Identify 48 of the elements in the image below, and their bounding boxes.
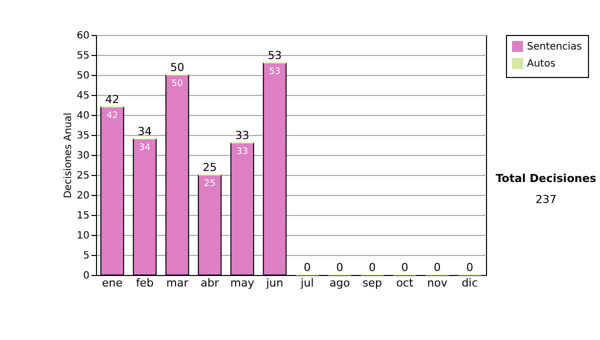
data-label: 34 [139, 143, 151, 153]
total-label: 0 [368, 261, 376, 274]
x-tick-label: nov [427, 276, 448, 290]
text: Total Decisiones [494, 172, 598, 185]
total-label: 0 [401, 261, 408, 274]
total-label: 34 [138, 125, 152, 138]
total-label: 25 [202, 161, 217, 174]
total-label: 0 [336, 261, 344, 274]
y-tick-label: 60 [76, 30, 90, 42]
total-label: 0 [466, 261, 474, 274]
x-tick-label: may [230, 276, 255, 290]
y-tick-label: 15 [76, 210, 90, 222]
total-label: 0 [304, 261, 311, 274]
x-tick-label: mar [166, 276, 189, 290]
data-label: 50 [172, 79, 184, 89]
y-tick-label: 5 [83, 250, 90, 262]
y-tick-label: 45 [76, 90, 90, 102]
total-label: 50 [170, 61, 184, 74]
x-tick-label: ene [102, 276, 123, 290]
y-tick-label: 30 [76, 150, 90, 162]
data-label: 42 [106, 111, 118, 121]
y-tick-label: 20 [76, 190, 90, 202]
total-label: 0 [434, 261, 441, 274]
y-axis-title: Decisiones Anual [62, 112, 74, 198]
x-tick-label: oct [396, 276, 414, 290]
data-label: 33 [236, 147, 248, 157]
x-tick-label: dic [462, 276, 478, 290]
x-tick-label: sep [362, 276, 382, 290]
x-tick-label: feb [136, 276, 154, 290]
x-tick-label: abr [200, 276, 220, 290]
legend-label: Sentencias [527, 42, 582, 52]
y-tick-label: 25 [76, 170, 90, 182]
total-label: 53 [268, 49, 282, 62]
data-label: 53 [269, 67, 280, 77]
total-label: 33 [235, 129, 250, 142]
legend-label: Autos [527, 58, 556, 70]
y-tick-label: 55 [76, 50, 90, 62]
total-label: 42 [105, 93, 120, 106]
data-label: 25 [204, 179, 216, 189]
x-tick-label: ago [330, 276, 350, 290]
text: 237 [534, 193, 558, 206]
y-tick-label: 0 [83, 270, 90, 282]
y-tick-label: 40 [76, 110, 90, 122]
y-tick-label: 50 [76, 70, 90, 82]
y-tick-label: 35 [76, 130, 90, 142]
y-tick-label: 10 [76, 230, 90, 242]
x-tick-label: jul [300, 276, 314, 290]
x-tick-label: jun [265, 276, 284, 290]
